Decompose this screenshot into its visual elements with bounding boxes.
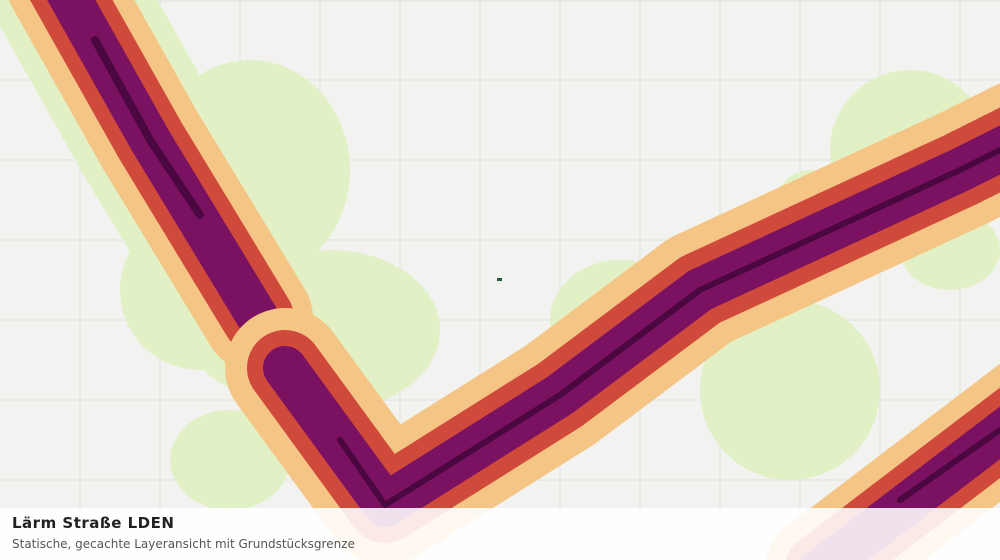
layer-subtitle: Statische, gecachte Layeransicht mit Gru… [12, 537, 355, 551]
road-a [0, 0, 333, 393]
marker [497, 278, 502, 281]
layer-title: Lärm Straße LDEN [12, 514, 175, 532]
road-b [225, 83, 1000, 560]
legend-panel: Lärm Straße LDEN Statische, gecachte Lay… [0, 508, 1000, 560]
